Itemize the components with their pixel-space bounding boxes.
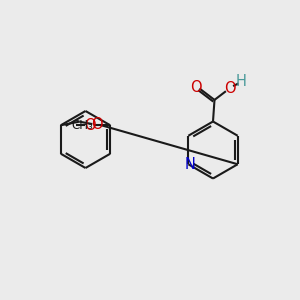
Text: O: O xyxy=(190,80,202,95)
Text: CH₃: CH₃ xyxy=(72,119,94,132)
Text: O: O xyxy=(84,118,96,133)
Text: O: O xyxy=(224,81,235,96)
Text: O: O xyxy=(91,117,103,132)
Text: N: N xyxy=(184,157,195,172)
Text: H: H xyxy=(236,74,246,89)
